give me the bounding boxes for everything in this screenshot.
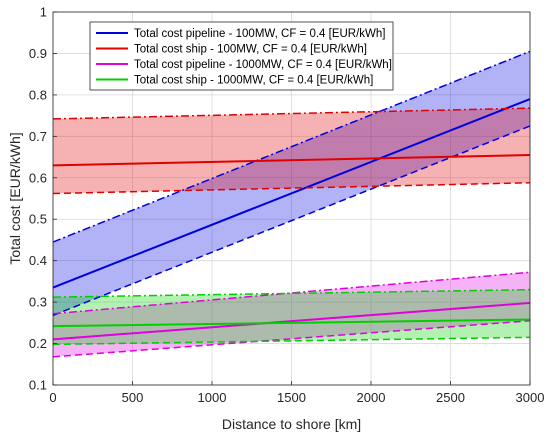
x-tick-label: 1500: [277, 390, 306, 405]
series-line-3: [52, 318, 531, 328]
y-tick-label: 0.2: [29, 336, 47, 351]
series-upper-bound-0: [52, 50, 531, 243]
x-axis-label: Distance to shore [km]: [222, 416, 361, 432]
series-line-0: [52, 98, 531, 289]
y-tick-label: 0.3: [29, 295, 47, 310]
y-axis-label: Total cost [EUR/kWh]: [7, 132, 23, 264]
series-line-1: [52, 153, 531, 167]
series-line-2: [52, 301, 531, 341]
series-lines: [52, 50, 531, 358]
legend-entry-3: Total cost ship - 1000MW, CF = 0.4 [EUR/…: [134, 75, 373, 87]
x-tick-label: 2000: [357, 390, 386, 405]
y-tick-label: 0.4: [29, 253, 47, 268]
series-lower-bound-3: [52, 336, 531, 346]
legend-entry-0: Total cost pipeline - 100MW, CF = 0.4 [E…: [134, 28, 386, 40]
series-lower-bound-1: [52, 182, 531, 195]
y-tick-label: 0.5: [29, 212, 47, 227]
y-tick-label: 0.1: [29, 378, 47, 393]
legend: Total cost pipeline - 100MW, CF = 0.4 [E…: [89, 21, 394, 91]
x-axis-ticks: 0 500 1000 1500 2000 2500 3000: [49, 381, 544, 405]
x-tick-label: 0: [49, 390, 56, 405]
legend-entry-2: Total cost pipeline - 1000MW, CF = 0.4 […: [134, 59, 392, 71]
x-tick-label: 1000: [198, 390, 227, 405]
x-tick-label: 3000: [516, 390, 545, 405]
y-tick-label: 0.6: [29, 170, 47, 185]
legend-box: [89, 21, 394, 91]
series-band-2: [53, 272, 530, 357]
series-lower-bound-0: [52, 125, 531, 317]
y-tick-label: 0.8: [29, 87, 47, 102]
y-tick-label: 0.7: [29, 129, 47, 144]
series-band-3: [53, 289, 530, 345]
y-tick-label: 1: [40, 5, 47, 20]
y-axis-ticks: 0.1 0.2 0.3 0.4 0.5 0.6 0.7 0.8 0.9 1: [29, 5, 57, 393]
x-tick-label: 500: [122, 390, 144, 405]
legend-entry-1: Total cost ship - 100MW, CF = 0.4 [EUR/k…: [134, 44, 367, 56]
y-tick-label: 0.9: [29, 46, 47, 61]
series-lower-bound-2: [52, 320, 531, 358]
series-band-1: [53, 108, 530, 194]
x-tick-label: 2500: [436, 390, 465, 405]
series-band-0: [53, 51, 530, 316]
